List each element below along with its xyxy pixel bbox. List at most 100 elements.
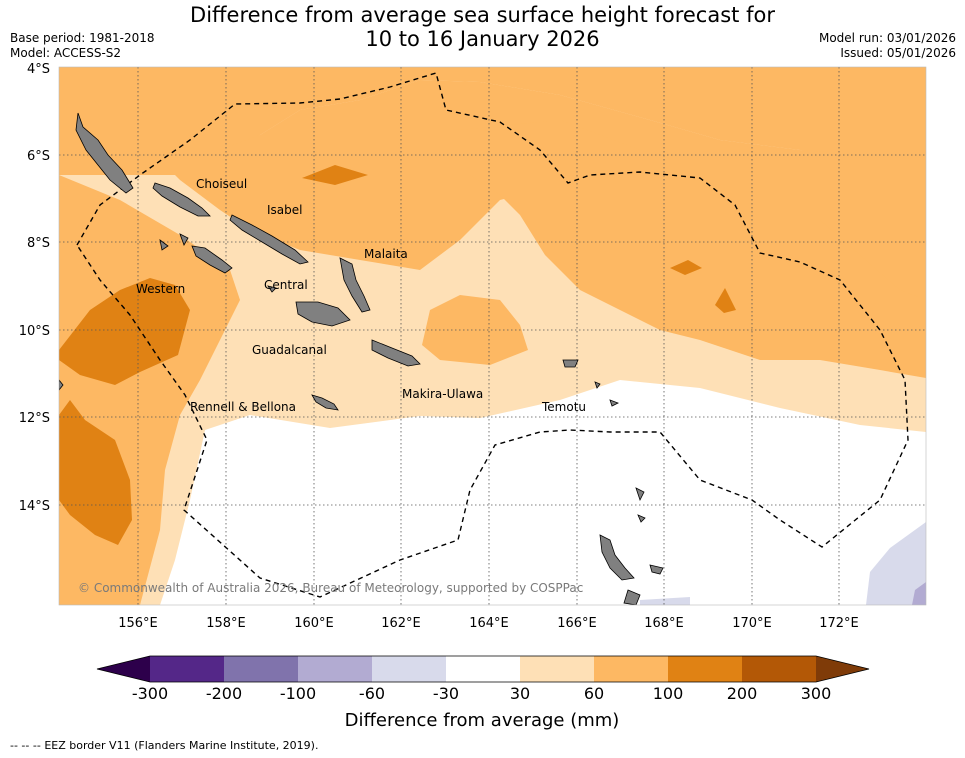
lon-label-158e: 158°E — [206, 616, 246, 631]
colorbar-outline — [96, 655, 870, 683]
colorbar-over-extension — [816, 656, 869, 682]
island-central — [267, 285, 277, 293]
contour-100-200-small-north — [302, 165, 368, 185]
place-temotu: Temotu — [541, 400, 586, 414]
island-torres — [635, 487, 645, 502]
lon-label-166e: 166°E — [557, 616, 597, 631]
island-guadalcanal — [295, 301, 351, 327]
lon-label-172e: 172°E — [819, 616, 859, 631]
colorbar-tick: -30 — [433, 684, 459, 703]
island-maewo — [649, 564, 664, 575]
colorbar-tick: 200 — [727, 684, 758, 703]
map-frame — [58, 66, 927, 606]
island-santa-cruz — [562, 359, 579, 368]
colorbar-segment — [742, 656, 816, 682]
colorbar-tick: 60 — [584, 684, 604, 703]
place-isabel: Isabel — [267, 203, 302, 217]
island-western-1 — [159, 239, 169, 251]
colorbar-tick: 100 — [653, 684, 684, 703]
colorbar-tick: -300 — [132, 684, 168, 703]
island-bougainville — [75, 112, 134, 194]
contour-100-200-southwest — [59, 400, 132, 545]
eez-border — [76, 72, 909, 598]
colorbar-segment — [594, 656, 668, 682]
colorbar-tick: 300 — [801, 684, 832, 703]
lon-axis: 156°E 158°E 160°E 162°E 164°E 166°E 168°… — [118, 616, 859, 631]
model-run: Model run: 03/01/2026 — [818, 31, 956, 45]
model-name: Model: ACCESS-S2 — [10, 46, 122, 60]
map-panel — [59, 67, 926, 605]
island-west-edge — [59, 379, 64, 391]
contour-neutral-south — [160, 380, 926, 605]
map-title: Difference from average sea surface heig… — [0, 3, 965, 51]
colorbar-segment — [520, 656, 594, 682]
lon-label-170e: 170°E — [732, 616, 772, 631]
base-period: Base period: 1981-2018 — [10, 31, 155, 45]
contour-100-200-small-east-2 — [715, 288, 736, 313]
colorbar-segment — [372, 656, 446, 682]
colorbar-under-extension — [97, 656, 150, 682]
island-new-georgia — [191, 245, 233, 274]
title-line-1: Difference from average sea surface heig… — [190, 3, 775, 27]
island-choiseul — [152, 182, 211, 217]
title-line-2: 10 to 16 January 2026 — [365, 27, 600, 51]
lon-label-162e: 162°E — [381, 616, 421, 631]
island-duff — [609, 399, 619, 407]
contour-negative-southeast — [866, 522, 926, 605]
lat-label-10s: 10°S — [19, 324, 50, 339]
island-western-2 — [179, 233, 189, 246]
island-espiritu-santo — [599, 534, 635, 581]
graticule — [59, 67, 926, 605]
islands — [59, 112, 664, 605]
meta-left: Base period: 1981-2018 Model: ACCESS-S2 — [10, 31, 155, 61]
eez-legend-symbol: -- -- -- — [10, 739, 41, 752]
lat-label-4s: 4°S — [27, 62, 50, 77]
lon-label-168e: 168°E — [644, 616, 684, 631]
place-malaita: Malaita — [364, 247, 408, 261]
colorbar-tick: -200 — [206, 684, 242, 703]
colorbar-segment — [446, 656, 520, 682]
island-rennell — [311, 394, 339, 411]
island-malakula — [623, 589, 641, 605]
lat-label-12s: 12°S — [19, 411, 50, 426]
colorbar-label: Difference from average (mm) — [345, 710, 620, 731]
place-guadalcanal: Guadalcanal — [252, 343, 327, 357]
colorbar-segment — [298, 656, 372, 682]
contour-100-200-west — [59, 278, 190, 385]
colorbar-segment — [150, 656, 224, 682]
place-makira-ulawa: Makira-Ulawa — [402, 387, 483, 401]
colorbar-segment — [224, 656, 298, 682]
lat-label-14s: 14°S — [19, 499, 50, 514]
island-makira — [371, 339, 421, 367]
lat-label-8s: 8°S — [27, 236, 50, 251]
place-rennell-bellona: Rennell & Bellona — [190, 400, 296, 414]
lat-axis: 4°S 6°S 8°S 10°S 12°S 14°S — [19, 62, 50, 514]
contour-60-100-north — [59, 67, 926, 175]
eez-legend: -- -- -- EEZ border V11 (Flanders Marine… — [10, 739, 318, 752]
island-malaita — [339, 257, 371, 313]
colorbar-tick: 30 — [510, 684, 530, 703]
meta-right: Model run: 03/01/2026 Issued: 05/01/2026 — [819, 31, 956, 61]
island-banks — [637, 514, 646, 523]
colorbar-segment — [668, 656, 742, 682]
contour-60-100-east — [460, 120, 926, 378]
lon-label-164e: 164°E — [469, 616, 509, 631]
place-labels: Choiseul Isabel Malaita Western Central … — [136, 177, 586, 414]
issued-date: Issued: 05/01/2026 — [840, 46, 956, 60]
place-central: Central — [264, 278, 308, 292]
colorbar: -300 -200 -100 -60 -30 30 60 100 200 300… — [96, 655, 870, 731]
contour-negative-southeast-deep — [912, 582, 926, 605]
contour-negative-south-small — [640, 597, 690, 605]
lon-label-160e: 160°E — [294, 616, 334, 631]
place-western: Western — [136, 282, 185, 296]
lon-label-156e: 156°E — [118, 616, 158, 631]
colorbar-ticks: -300 -200 -100 -60 -30 30 60 100 200 300 — [132, 684, 831, 703]
island-isabel — [229, 214, 309, 265]
copyright-notice: © Commonwealth of Australia 2026, Bureau… — [78, 581, 583, 595]
contour-100-200-small-east — [670, 260, 702, 275]
island-tinakula — [594, 381, 601, 389]
lat-label-6s: 6°S — [27, 149, 50, 164]
colorbar-tick: -100 — [280, 684, 316, 703]
eez-legend-text: EEZ border V11 (Flanders Marine Institut… — [44, 739, 319, 752]
